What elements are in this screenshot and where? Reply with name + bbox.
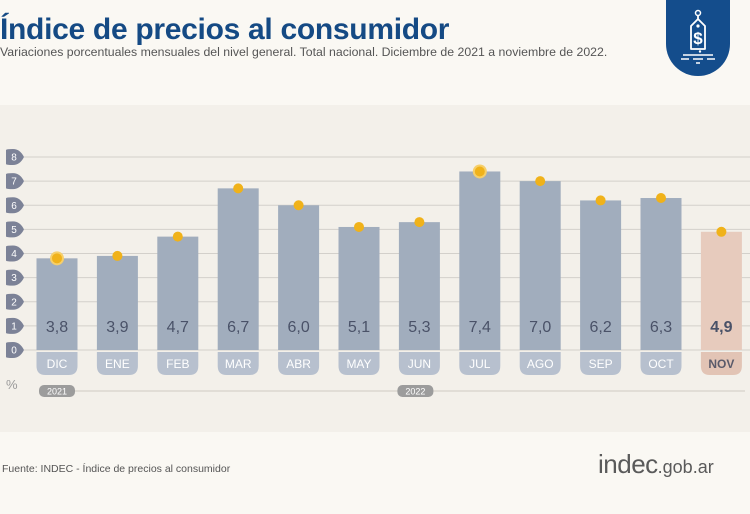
year-label: 2022 [405,387,425,397]
y-tick-label: 8 [11,153,17,164]
x-tick-label: DIC [47,357,68,371]
data-marker [474,166,485,177]
data-marker [716,226,727,237]
bar [278,205,320,350]
data-marker [535,176,546,187]
x-tick-label: FEB [166,357,189,371]
month-label-bg [36,352,78,375]
data-label: 6,7 [227,319,249,336]
bar [96,255,138,350]
y-tick-bubble [6,149,24,165]
data-marker [233,183,244,194]
data-label: 6,2 [589,319,611,336]
price-tag-dollar-icon: $ [681,9,715,64]
data-label: 4,7 [167,319,189,336]
svg-text:$: $ [693,29,703,48]
y-tick-bubble [6,173,24,190]
month-label-bg [459,352,501,375]
data-marker [52,253,62,264]
y-tick-bubble [6,221,24,238]
chart-area: 0 1 2 3 4 5 6 7 8 DIC 3,8 ENE 3,9 FEB 4,7 MAR 6,7 ABR 6,0 M… [0,105,750,432]
logo-domain: .gob.ar [657,457,714,477]
month-label-bg [157,352,199,375]
bar [700,231,742,350]
y-axis-unit-label: % [6,377,18,392]
data-label: 6,3 [650,319,672,336]
bar [459,171,501,350]
data-marker [656,193,666,204]
y-tick-label: 7 [11,177,17,188]
bar [36,258,78,350]
y-tick-bubble [6,317,24,334]
data-label: 3,8 [46,319,68,336]
x-tick-label: AGO [527,357,554,371]
data-label: 5,3 [408,319,430,336]
x-tick-label: JUN [408,357,431,371]
x-tick-label: MAR [225,357,252,371]
y-tick-bubble [6,197,24,214]
month-label-bg [640,352,682,375]
data-marker [354,221,364,232]
page-subtitle: Variaciones porcentuales mensuales del n… [0,45,608,59]
y-tick-label: 2 [11,297,17,308]
source-note: Fuente: INDEC - Índice de precios al con… [2,463,231,475]
x-tick-label: ABR [286,357,311,371]
header: Índice de precios al consumidor Variacio… [0,0,750,105]
y-tick-label: 5 [11,225,17,236]
data-label: 5,1 [348,319,370,336]
month-label-bg [278,352,320,375]
bar-chart: 0 1 2 3 4 5 6 7 8 DIC 3,8 ENE 3,9 FEB 4,7 MAR 6,7 ABR 6,0 M… [6,149,750,397]
year-badge [39,385,75,397]
bar [519,181,561,350]
y-tick-bubble [6,342,24,358]
year-badge [397,385,434,397]
footer: Fuente: INDEC - Índice de precios al con… [0,432,750,514]
data-marker [414,217,425,228]
month-label-bg [96,352,138,375]
category-badge: $ [666,0,730,76]
bar [338,226,380,350]
data-marker [172,231,183,242]
y-tick-label: 1 [11,321,17,332]
month-label-bg [398,352,440,375]
logo-main: indec [598,449,658,479]
bar [398,222,440,350]
x-tick-label: SEP [589,357,613,371]
y-tick-label: 4 [11,249,17,260]
data-label: 3,9 [106,319,128,336]
bar [640,198,682,350]
month-label-bg [700,352,742,375]
month-label-bg [580,352,622,375]
year-label: 2021 [47,387,67,397]
y-tick-bubble [6,245,24,262]
x-tick-label: MAY [346,357,371,371]
month-label-bg [217,352,259,375]
data-label: 6,0 [287,319,309,336]
data-marker [112,250,123,261]
indec-logo[interactable]: indec.gob.ar [598,449,714,480]
page-title: Índice de precios al consumidor [0,13,450,46]
x-tick-label: ENE [105,357,130,371]
y-tick-bubble [6,269,24,286]
data-marker [293,200,304,211]
y-tick-bubble [6,293,24,310]
bar [217,188,259,350]
y-tick-label: 3 [11,273,17,284]
bar [157,236,199,350]
y-tick-label: 6 [11,201,17,212]
x-tick-label: NOV [708,357,734,371]
data-marker [595,195,606,206]
y-tick-label: 0 [11,346,17,357]
x-tick-label: JUL [469,357,491,371]
data-label: 4,9 [710,319,732,336]
data-label: 7,4 [469,319,491,336]
data-label: 7,0 [529,319,551,336]
month-label-bg [519,352,561,375]
bar [580,200,622,350]
month-label-bg [338,352,380,375]
x-tick-label: OCT [648,357,674,371]
